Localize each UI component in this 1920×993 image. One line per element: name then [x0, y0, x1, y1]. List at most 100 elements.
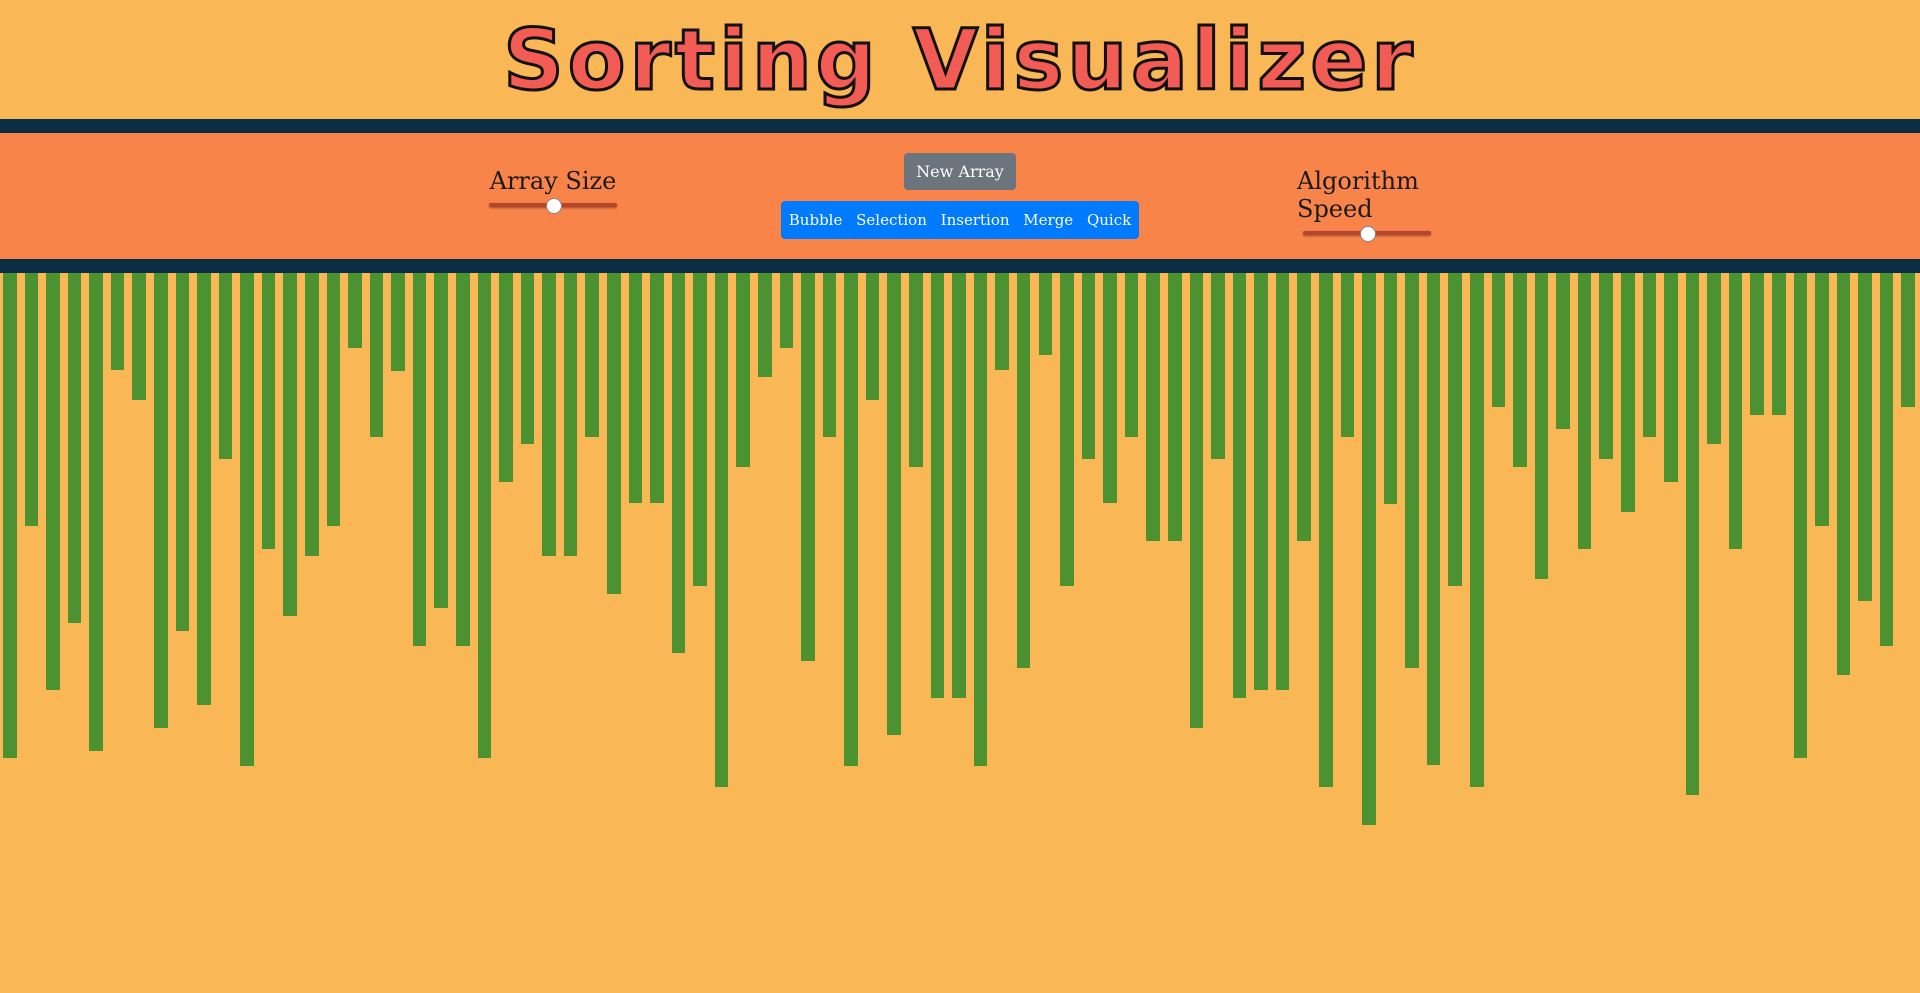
- array-bar: [1383, 273, 1398, 504]
- array-bar: [434, 273, 449, 608]
- array-size-slider[interactable]: [489, 198, 617, 214]
- array-bar: [1426, 273, 1441, 765]
- array-bar: [240, 273, 254, 766]
- array-bar: [1297, 273, 1311, 541]
- array-bar: [1858, 273, 1872, 601]
- array-bar: [1146, 273, 1160, 541]
- array-bar: [46, 273, 60, 690]
- array-bar: [563, 273, 578, 556]
- array-bar: [412, 273, 427, 646]
- array-bar: [1836, 273, 1851, 675]
- array-visualization: [0, 273, 1920, 993]
- array-bar: [499, 273, 513, 482]
- array-bar: [887, 273, 902, 735]
- array-bar: [1599, 273, 1613, 459]
- array-bar: [1728, 273, 1743, 549]
- algo-button-selection[interactable]: Selection: [850, 211, 933, 229]
- new-array-button[interactable]: New Array: [904, 153, 1016, 190]
- algo-button-quick[interactable]: Quick: [1081, 211, 1137, 229]
- array-size-label: Array Size: [489, 167, 617, 195]
- array-bar: [585, 273, 600, 437]
- action-controls: New Array Bubble Selection Insertion Merge Q…: [781, 153, 1139, 239]
- array-bar: [1448, 273, 1462, 586]
- algorithm-speed-label: Algorithm Speed: [1297, 167, 1419, 223]
- array-bar: [1901, 273, 1915, 407]
- algo-button-merge[interactable]: Merge: [1017, 211, 1079, 229]
- algorithm-speed-slider[interactable]: [1303, 226, 1431, 242]
- array-bar: [1664, 273, 1678, 482]
- array-bar: [520, 273, 535, 444]
- array-bar: [1513, 273, 1527, 467]
- top-divider: [0, 119, 1920, 133]
- array-bar: [391, 273, 405, 371]
- array-bar: [89, 273, 103, 751]
- array-bar: [671, 273, 686, 653]
- array-bar: [779, 273, 794, 348]
- array-bar: [693, 273, 707, 586]
- array-bar: [24, 273, 39, 526]
- array-bar: [995, 273, 1009, 370]
- array-bar: [1685, 273, 1700, 795]
- array-bar: [1060, 273, 1074, 586]
- array-bar: [1793, 273, 1808, 758]
- array-bar: [1771, 273, 1786, 415]
- algorithm-speed-slider-thumb[interactable]: [1360, 226, 1376, 242]
- array-bar: [1491, 273, 1506, 407]
- array-bar: [973, 273, 988, 766]
- array-bar: [348, 273, 362, 348]
- array-bar: [801, 273, 815, 661]
- header: Sorting Visualizer: [0, 0, 1920, 119]
- array-bar: [110, 273, 125, 370]
- array-bar: [1534, 273, 1549, 579]
- array-bar: [369, 273, 384, 437]
- array-bar: [305, 273, 319, 556]
- array-bar: [261, 273, 276, 549]
- array-bar: [175, 273, 190, 631]
- array-bar: [714, 273, 729, 787]
- array-bar: [3, 273, 17, 758]
- array-bar: [1362, 273, 1376, 825]
- array-bar: [283, 273, 297, 616]
- array-bar: [1879, 273, 1894, 646]
- array-bar: [758, 273, 772, 377]
- array-bar: [542, 273, 556, 556]
- array-bar: [865, 273, 880, 400]
- array-bar: [326, 273, 341, 526]
- array-bar: [1556, 273, 1570, 429]
- array-bar: [1405, 273, 1419, 668]
- array-bar: [1254, 273, 1268, 690]
- array-bar: [822, 273, 837, 437]
- array-bar: [1469, 273, 1484, 787]
- algorithm-button-group: Bubble Selection Insertion Merge Quick: [781, 201, 1139, 239]
- array-bar: [67, 273, 82, 623]
- array-bar: [1275, 273, 1290, 690]
- controls-panel: Array Size New Array Bubble Selection Inse…: [0, 133, 1920, 259]
- array-bar: [456, 273, 470, 646]
- array-bar: [1211, 273, 1225, 459]
- array-bar: [218, 273, 233, 459]
- array-bar: [132, 273, 146, 400]
- array-bar: [1016, 273, 1031, 668]
- array-bar: [1707, 273, 1721, 444]
- array-bar: [952, 273, 966, 698]
- array-bar: [477, 273, 492, 758]
- array-bar: [1318, 273, 1333, 787]
- array-bar: [1577, 273, 1592, 549]
- array-size-slider-thumb[interactable]: [546, 198, 562, 214]
- array-bar: [1081, 273, 1096, 459]
- array-bar: [1103, 273, 1117, 503]
- array-bar: [197, 273, 211, 705]
- algo-button-bubble[interactable]: Bubble: [783, 211, 849, 229]
- algo-button-insertion[interactable]: Insertion: [935, 211, 1016, 229]
- array-bar: [909, 273, 923, 467]
- array-bar: [1340, 273, 1355, 437]
- array-bar: [607, 273, 621, 594]
- array-bar: [1232, 273, 1247, 698]
- array-bar: [1815, 273, 1829, 526]
- array-bar: [650, 273, 664, 503]
- array-bar: [1620, 273, 1635, 512]
- array-bar: [736, 273, 751, 467]
- array-bar: [1124, 273, 1139, 437]
- array-bar: [1750, 273, 1764, 415]
- bottom-divider: [0, 259, 1920, 273]
